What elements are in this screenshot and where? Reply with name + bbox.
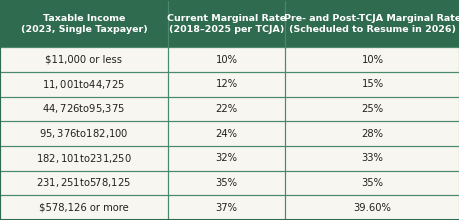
Bar bbox=[0, 97, 168, 121]
Text: 35%: 35% bbox=[361, 178, 383, 188]
Bar bbox=[0, 171, 168, 195]
Text: 22%: 22% bbox=[215, 104, 237, 114]
Text: $44,726 to $95,375: $44,726 to $95,375 bbox=[42, 103, 125, 116]
Bar bbox=[0, 47, 168, 72]
Bar bbox=[168, 47, 285, 72]
Text: Current Marginal Rate
(2018–2025 per TCJA): Current Marginal Rate (2018–2025 per TCJ… bbox=[167, 14, 285, 34]
Bar bbox=[285, 97, 459, 121]
Text: 10%: 10% bbox=[215, 55, 237, 65]
Bar bbox=[168, 195, 285, 220]
Text: 12%: 12% bbox=[215, 79, 237, 89]
Text: $95,376 to $182,100: $95,376 to $182,100 bbox=[39, 127, 129, 140]
Bar bbox=[0, 195, 168, 220]
Bar bbox=[168, 121, 285, 146]
Bar bbox=[285, 121, 459, 146]
Bar bbox=[168, 97, 285, 121]
Text: 35%: 35% bbox=[215, 178, 237, 188]
Text: $578,126 or more: $578,126 or more bbox=[39, 203, 129, 213]
Text: 39.60%: 39.60% bbox=[353, 203, 391, 213]
Text: $11,001 to $44,725: $11,001 to $44,725 bbox=[42, 78, 125, 91]
Bar bbox=[0, 146, 168, 171]
Text: $231,251 to $578,125: $231,251 to $578,125 bbox=[36, 176, 131, 189]
Text: 32%: 32% bbox=[215, 153, 237, 163]
Text: Pre- and Post-TCJA Marginal Rate
(Scheduled to Resume in 2026): Pre- and Post-TCJA Marginal Rate (Schedu… bbox=[283, 14, 459, 34]
Bar bbox=[168, 72, 285, 97]
Bar bbox=[168, 171, 285, 195]
Text: 15%: 15% bbox=[361, 79, 383, 89]
Text: $11,000 or less: $11,000 or less bbox=[45, 55, 122, 65]
Text: 37%: 37% bbox=[215, 203, 237, 213]
Bar bbox=[285, 171, 459, 195]
Bar bbox=[168, 0, 285, 47]
Text: 24%: 24% bbox=[215, 129, 237, 139]
Bar bbox=[0, 72, 168, 97]
Bar bbox=[0, 121, 168, 146]
Bar bbox=[285, 72, 459, 97]
Bar bbox=[285, 146, 459, 171]
Text: 10%: 10% bbox=[361, 55, 383, 65]
Bar bbox=[285, 47, 459, 72]
Text: $182,101 to $231,250: $182,101 to $231,250 bbox=[36, 152, 132, 165]
Text: 28%: 28% bbox=[361, 129, 383, 139]
Bar bbox=[285, 0, 459, 47]
Bar bbox=[285, 195, 459, 220]
Bar bbox=[0, 0, 168, 47]
Text: 33%: 33% bbox=[361, 153, 383, 163]
Text: 25%: 25% bbox=[361, 104, 383, 114]
Text: Taxable Income
(2023, Single Taxpayer): Taxable Income (2023, Single Taxpayer) bbox=[21, 14, 147, 34]
Bar bbox=[168, 146, 285, 171]
